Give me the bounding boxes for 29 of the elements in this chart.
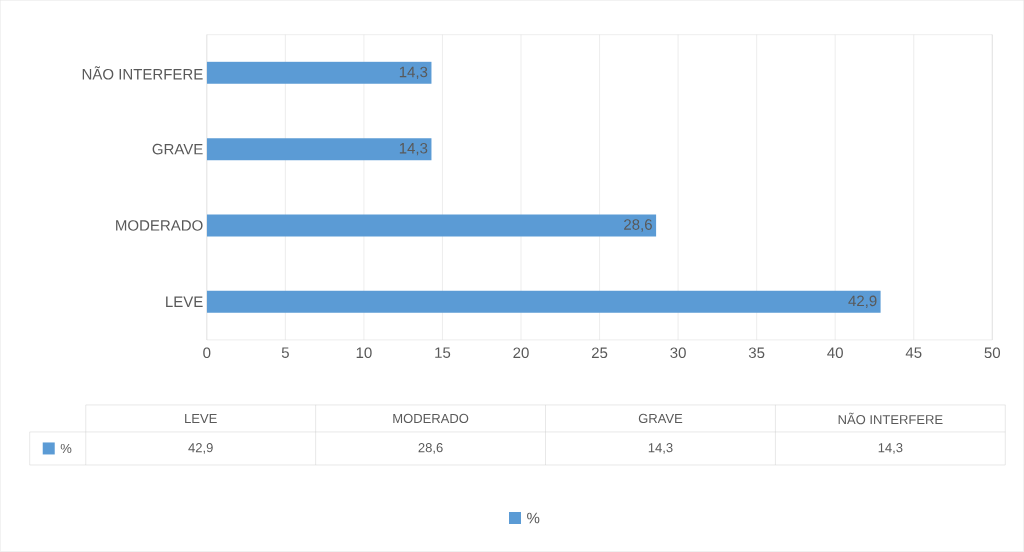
x-tick-label: 5 [281, 347, 289, 359]
text: 42,9 [188, 443, 213, 454]
x-tick-label: 40 [827, 347, 843, 359]
category-label: GRAVE [638, 413, 683, 424]
y-tick-label: NÃO INTERFERE [82, 66, 203, 80]
x-tick-label: 10 [356, 347, 372, 359]
category-label: LEVE [185, 414, 217, 424]
text: % [527, 512, 540, 524]
x-tick-label: 50 [984, 347, 1001, 359]
x-tick-label: 45 [905, 347, 922, 359]
data-label: 14,3 [399, 143, 428, 156]
y-tick-label: GRAVE [152, 143, 203, 155]
y-tick-label: MODERADO [116, 220, 203, 231]
x-tick-label: 15 [435, 347, 451, 359]
x-tick-label: 0 [203, 347, 211, 359]
data-label: 28,6 [624, 219, 652, 232]
legend-label: % [60, 444, 72, 454]
data-label: 42,9 [848, 295, 877, 309]
data-label: 14,3 [399, 66, 428, 80]
category-label: MODERADO [393, 413, 469, 424]
y-tick-label: LEVE [166, 296, 203, 308]
x-tick-label: 25 [591, 347, 608, 359]
x-tick-label: 30 [670, 347, 686, 359]
category-label: NÃO INTERFERE [838, 412, 943, 425]
x-tick-label: 35 [748, 347, 765, 359]
text: 28,6 [418, 443, 443, 454]
text: 14,3 [648, 443, 673, 454]
text: 14,3 [878, 443, 903, 454]
x-tick-label: 20 [513, 347, 529, 359]
